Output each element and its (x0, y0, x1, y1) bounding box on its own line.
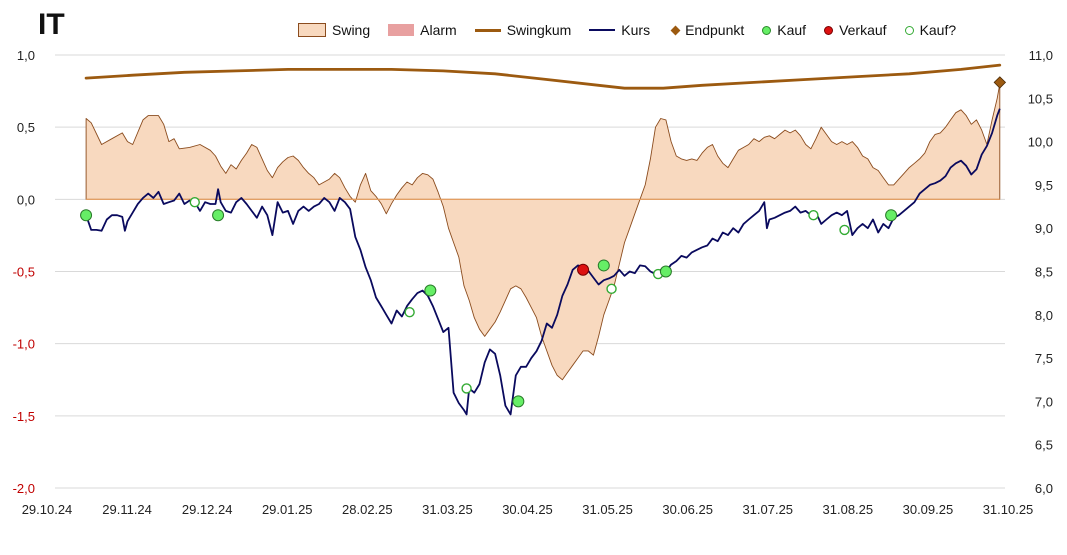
legend-kauf: Kauf (762, 22, 806, 38)
legend-endpunkt-label: Endpunkt (685, 22, 745, 38)
y-right-tick-label: 9,0 (1035, 221, 1053, 236)
y-right-tick-label: 11,0 (1029, 48, 1053, 63)
y-right-tick-label: 8,5 (1035, 265, 1053, 280)
legend-verkauf-swatch (824, 25, 834, 35)
legend-alarm: Alarm (388, 22, 457, 38)
y-left-tick-label: -0,5 (13, 265, 35, 280)
x-tick-label: 31.05.25 (582, 502, 633, 517)
x-tick-label: 31.08.25 (823, 502, 874, 517)
y-left-tick-label: -1,5 (13, 409, 35, 424)
legend-kauf-q-swatch (904, 25, 914, 35)
legend-kurs-swatch (589, 29, 616, 31)
y-right-tick-label: 10,0 (1028, 135, 1053, 150)
swing-area (85, 83, 1001, 381)
x-tick-label: 31.07.25 (742, 502, 793, 517)
legend-alarm-label: Alarm (420, 22, 457, 38)
kauf-marker (424, 284, 437, 297)
kauf-marker (597, 259, 610, 272)
legend-verkauf-label: Verkauf (839, 22, 887, 38)
x-tick-label: 31.03.25 (422, 502, 473, 517)
kauf-q-marker (606, 283, 617, 295)
kauf-marker (512, 395, 525, 408)
kauf-q-marker (808, 210, 819, 221)
legend-swingkum-label: Swingkum (506, 22, 572, 38)
legend-kauf-swatch (762, 25, 772, 35)
x-tick-label: 31.10.25 (983, 502, 1034, 517)
x-tick-label: 30.09.25 (903, 502, 954, 517)
y-left-tick-label: -2,0 (13, 481, 35, 496)
verkauf-marker (577, 263, 590, 276)
y-left-tick-label: 1,0 (17, 48, 35, 63)
y-right-tick-label: 8,0 (1035, 308, 1053, 323)
legend-endpunkt: Endpunkt (668, 22, 744, 38)
chart-title: IT (38, 8, 65, 41)
kauf-marker (885, 209, 898, 222)
x-tick-label: 29.01.25 (262, 502, 313, 517)
kauf-q-marker (839, 224, 850, 236)
kauf-q-marker (404, 307, 415, 318)
y-right-tick-label: 7,0 (1035, 394, 1053, 409)
kauf-marker (659, 265, 672, 278)
kauf-marker (80, 209, 93, 222)
x-tick-label: 28.02.25 (342, 502, 393, 517)
x-tick-label: 29.11.24 (102, 502, 152, 517)
legend-verkauf: Verkauf (824, 22, 887, 38)
legend-kurs-label: Kurs (621, 22, 651, 38)
legend-swing-swatch (298, 23, 326, 37)
legend: Swing Alarm Swingkum Kurs Endpunkt Kauf … (298, 22, 974, 38)
x-tick-label: 29.10.24 (22, 502, 73, 517)
legend-swingkum-swatch (474, 28, 501, 32)
swingkum-line (84, 63, 1002, 90)
y-right-tick-label: 7,5 (1035, 351, 1053, 366)
kauf-q-marker (189, 197, 200, 208)
legend-kauf-q-label: Kauf? (919, 22, 957, 38)
legend-swing-label: Swing (332, 22, 371, 38)
y-right-tick-label: 6,0 (1035, 481, 1053, 496)
legend-kauf-label: Kauf (777, 22, 807, 38)
y-left-tick-label: -1,0 (13, 337, 35, 352)
kauf-q-marker (461, 383, 472, 394)
x-tick-label: 30.04.25 (502, 502, 553, 517)
legend-alarm-swatch (388, 24, 415, 36)
x-tick-label: 29.12.24 (182, 502, 233, 517)
legend-kauf-q: Kauf? (904, 22, 957, 38)
endpunkt-marker (993, 76, 1007, 89)
legend-swingkum: Swingkum (474, 22, 572, 38)
y-right-tick-label: 10,5 (1028, 91, 1053, 106)
y-right-tick-label: 9,5 (1035, 178, 1053, 193)
legend-swing: Swing (298, 22, 370, 38)
kauf-marker (212, 209, 225, 222)
y-left-tick-label: 0,5 (17, 120, 35, 135)
y-left-tick-label: 0,0 (17, 192, 35, 207)
kurs-line (85, 108, 1001, 416)
y-right-tick-label: 6,5 (1035, 438, 1053, 453)
legend-kurs: Kurs (589, 22, 650, 38)
x-tick-label: 30.06.25 (662, 502, 713, 517)
